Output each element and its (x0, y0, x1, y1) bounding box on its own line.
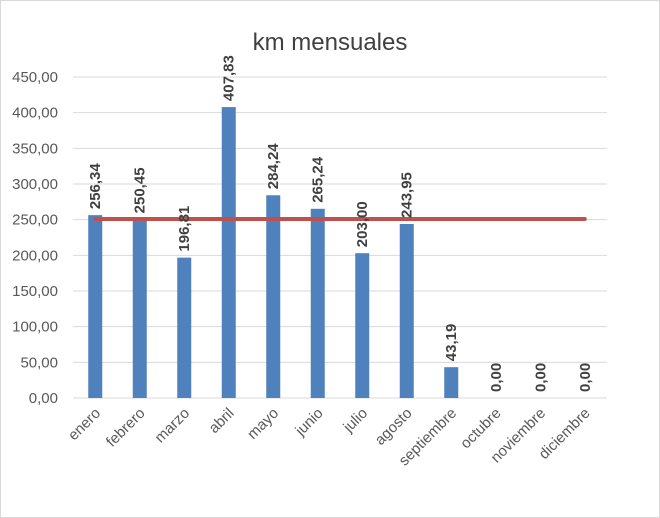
bar (444, 367, 459, 398)
bars (88, 107, 459, 398)
y-tick-label: 200,00 (12, 247, 58, 264)
bar (88, 215, 103, 398)
y-tick-label: 450,00 (12, 69, 58, 86)
data-label: 0,00 (532, 363, 549, 392)
y-tick-label: 0,00 (29, 390, 58, 407)
y-tick-label: 350,00 (12, 140, 58, 157)
x-tick-label: mayo (244, 405, 282, 443)
x-tick-label: agosto (372, 405, 416, 449)
x-tick-label: enero (65, 405, 104, 444)
x-tick-label: marzo (152, 405, 193, 446)
y-tick-label: 100,00 (12, 319, 58, 336)
data-label: 265,24 (310, 156, 327, 203)
y-tick-label: 300,00 (12, 176, 58, 193)
data-label: 256,34 (87, 163, 104, 210)
data-label: 0,00 (577, 363, 594, 392)
y-tick-label: 250,00 (12, 212, 58, 229)
data-labels: 256,34 250,45 196,81 407,83 284,24 265,24 203,… (87, 55, 594, 392)
bar (310, 208, 325, 398)
y-tick-label: 150,00 (12, 283, 58, 300)
x-tick-label: abril (206, 405, 238, 437)
data-label: 250,45 (132, 167, 149, 213)
data-label: 196,81 (176, 206, 193, 252)
bar (399, 223, 414, 398)
data-label: 203,00 (354, 201, 371, 247)
x-tick-label: febrero (103, 405, 149, 451)
y-axis-ticks: 0,00 50,00 100,00 150,00 200,00 250,00 300,00 3… (12, 69, 58, 407)
data-label: 243,95 (399, 172, 416, 218)
x-tick-label: junio (291, 405, 326, 440)
gridlines (73, 76, 607, 399)
y-tick-label: 400,00 (12, 105, 58, 122)
data-label: 407,83 (221, 55, 238, 101)
bar (355, 253, 370, 398)
x-tick-label: julio (339, 405, 371, 437)
bar (221, 107, 236, 398)
y-tick-label: 50,00 (20, 354, 58, 371)
data-label: 284,24 (265, 143, 282, 190)
data-label: 43,19 (443, 324, 460, 362)
chart-title: km mensuales (253, 29, 408, 56)
bar (177, 257, 192, 398)
bar (132, 219, 147, 398)
bar (266, 195, 281, 398)
data-label: 0,00 (488, 363, 505, 392)
